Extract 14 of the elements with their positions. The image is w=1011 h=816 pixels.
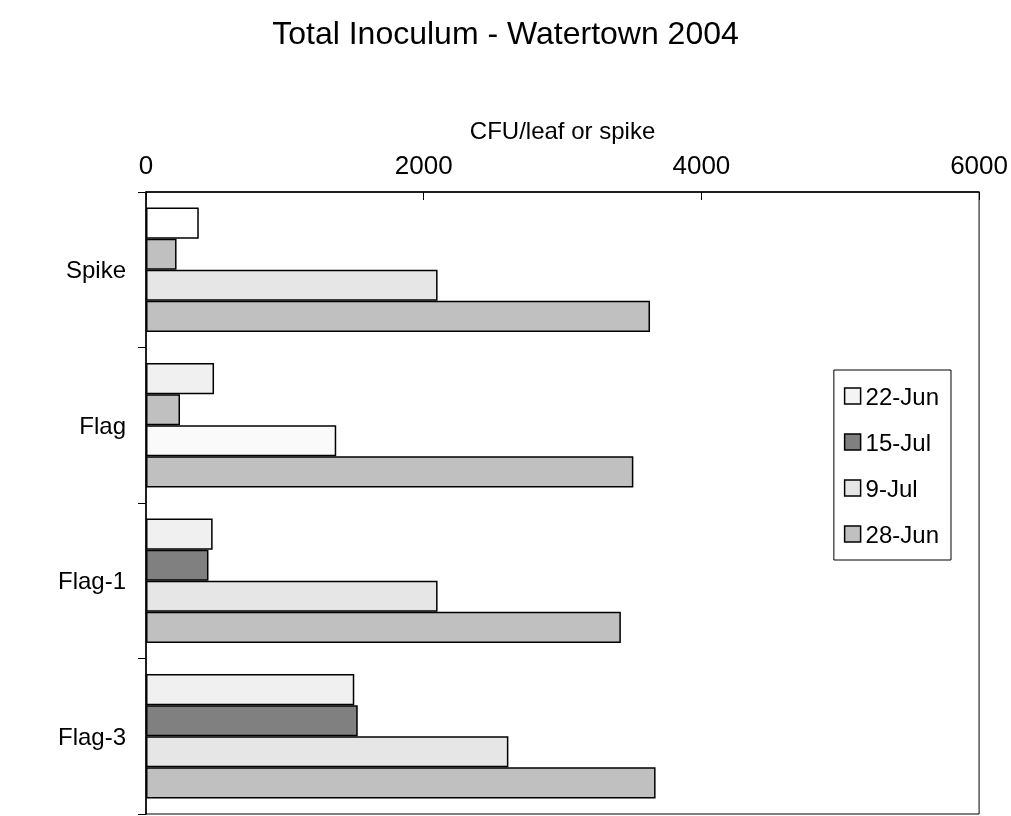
legend-label: 9-Jul: [865, 474, 918, 502]
y-tick-label: Spike: [65, 256, 126, 284]
chart-title: Total Inoculum - Watertown 2004: [272, 15, 739, 51]
x-tick-label: 4000: [672, 150, 731, 180]
y-tick-label: Flag: [79, 411, 126, 439]
x-tick-label: 6000: [950, 150, 1008, 180]
x-axis-title: CFU/leaf or spike: [469, 116, 656, 144]
x-tick-label: 2000: [394, 150, 453, 180]
legend-label: 28-Jun: [865, 520, 940, 548]
legend-label: 15-Jul: [865, 428, 931, 456]
y-tick-label: Flag-3: [57, 722, 126, 750]
y-tick-label: Flag-1: [57, 567, 126, 595]
legend-label: 22-Jun: [865, 382, 940, 410]
x-tick-label: 0: [138, 150, 154, 180]
